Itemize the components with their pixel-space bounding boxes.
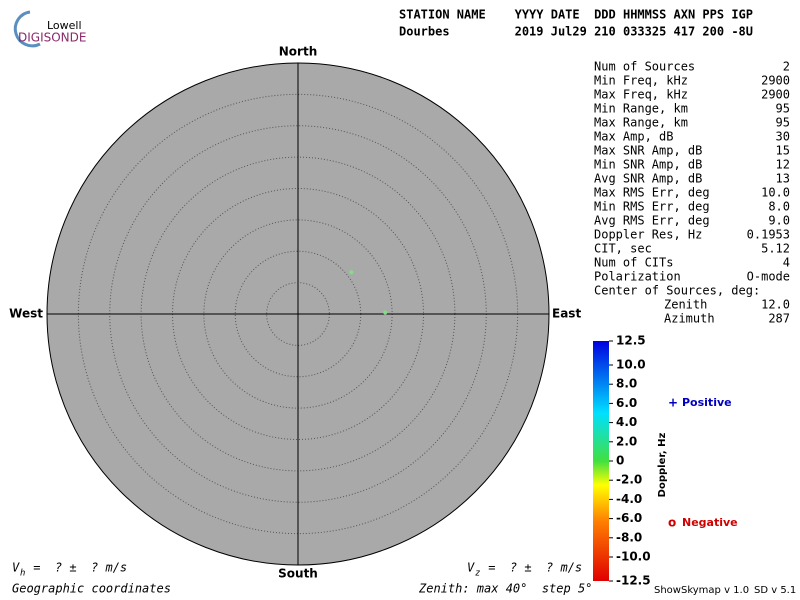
stat-label: Min Freq, kHz xyxy=(594,74,688,88)
direction-label: South xyxy=(278,567,318,581)
stat-label: Max Freq, kHz xyxy=(594,88,688,102)
center-title: Center of Sources, deg: xyxy=(594,284,760,298)
footer-version: ShowSkymap v 1.0 xyxy=(654,585,749,596)
velocity-symbol: V xyxy=(467,561,475,575)
stat-value: 13 xyxy=(776,172,790,186)
stat-value: 15 xyxy=(776,144,790,158)
footer-version: SD v 5.1 xyxy=(754,585,796,596)
stat-label: Min SNR Amp, dB xyxy=(594,158,702,172)
direction-label: East xyxy=(552,307,581,321)
stat-label: Max SNR Amp, dB xyxy=(594,144,702,158)
logo-bottom: DIGISONDE xyxy=(18,31,86,45)
stat-value: 5.12 xyxy=(761,242,790,256)
center-value: 12.0 xyxy=(761,298,790,312)
legend-symbol: o xyxy=(668,516,676,530)
stat-label: Num of Sources xyxy=(594,60,695,74)
center-label: Azimuth xyxy=(664,312,715,326)
stat-value: 0.1953 xyxy=(747,228,790,242)
stat-value: 4 xyxy=(783,256,790,270)
stat-value: 12 xyxy=(776,158,790,172)
stat-label: Num of CITs xyxy=(594,256,673,270)
stat-value: 9.0 xyxy=(768,214,790,228)
stat-value: 30 xyxy=(776,130,790,144)
stat-value: 95 xyxy=(776,116,790,130)
colorbar-tick-label: 10.0 xyxy=(616,358,646,372)
colorbar-tick-label: -12.5 xyxy=(616,574,651,588)
colorbar-tick-label: 12.5 xyxy=(616,334,646,348)
footer-zenith: Zenith: max 40° step 5° xyxy=(418,582,592,596)
colorbar-tick-label: 0 xyxy=(616,454,624,468)
header-line: STATION NAME YYYY DATE DDD HHMMSS AXN PP… xyxy=(399,8,753,22)
colorbar-tick-label: 6.0 xyxy=(616,396,637,410)
legend-label: Negative xyxy=(682,516,738,529)
legend-label: Positive xyxy=(682,396,732,409)
colorbar-tick-label: -6.0 xyxy=(616,511,642,525)
direction-label: North xyxy=(279,45,317,59)
header-line: Dourbes 2019 Jul29 210 033325 417 200 -8… xyxy=(399,25,753,39)
source-point xyxy=(349,270,354,275)
center-value: 287 xyxy=(768,312,790,326)
colorbar-tick-label: 2.0 xyxy=(616,434,637,448)
stat-label: Min Range, km xyxy=(594,102,688,116)
colorbar: 12.5 10.0 8.0 6.0 4.0 2.0 0 -2.0 -4.0 -6.0 -8.0 -10… xyxy=(593,334,651,588)
footer-coords: Geographic coordinates xyxy=(12,582,171,596)
stat-value: 95 xyxy=(776,102,790,116)
stat-value: 2900 xyxy=(761,88,790,102)
stat-label: Max Range, km xyxy=(594,116,688,130)
direction-label: West xyxy=(9,307,43,321)
colorbar-tick-label: -8.0 xyxy=(616,530,642,544)
colorbar-tick-label: -2.0 xyxy=(616,473,642,487)
stat-label: Avg RMS Err, deg xyxy=(594,214,710,228)
stat-label: Max RMS Err, deg xyxy=(594,186,710,200)
colorbar-label: Doppler, Hz xyxy=(657,433,668,498)
stat-value: O-mode xyxy=(747,270,790,284)
velocity-symbol: V xyxy=(12,561,20,575)
stat-label: Polarization xyxy=(594,270,681,284)
stat-label: Doppler Res, Hz xyxy=(594,228,702,242)
stat-label: CIT, sec xyxy=(594,242,652,256)
colorbar-tick-label: -4.0 xyxy=(616,492,642,506)
velocity-sub: z xyxy=(475,569,480,579)
stat-label: Min RMS Err, deg xyxy=(594,200,710,214)
stats-table: Num of Sources 2 Min Freq, kHz 2900 Max Freq… xyxy=(594,60,790,326)
colorbar-tick-label: 4.0 xyxy=(616,415,637,429)
velocity-text: = ? ± ? m/s xyxy=(26,561,127,575)
velocity-text: = ? ± ? m/s xyxy=(481,561,582,575)
skymap-plot xyxy=(46,62,550,566)
stat-value: 2 xyxy=(783,60,790,74)
logo-arc xyxy=(13,10,41,48)
stat-value: 2900 xyxy=(761,74,790,88)
stat-value: 10.0 xyxy=(761,186,790,200)
stat-value: 8.0 xyxy=(768,200,790,214)
center-label: Zenith xyxy=(664,298,707,312)
colorbar-tick-label: 8.0 xyxy=(616,377,637,391)
colorbar-ramp xyxy=(593,341,609,581)
colorbar-tick-label: -10.0 xyxy=(616,550,651,564)
legend-symbol: + xyxy=(668,396,678,410)
stat-label: Max Amp, dB xyxy=(594,130,673,144)
source-point xyxy=(383,310,388,315)
velocity-sub: h xyxy=(20,569,25,579)
stat-label: Avg SNR Amp, dB xyxy=(594,172,702,186)
logo-top: Lowell xyxy=(47,19,82,32)
